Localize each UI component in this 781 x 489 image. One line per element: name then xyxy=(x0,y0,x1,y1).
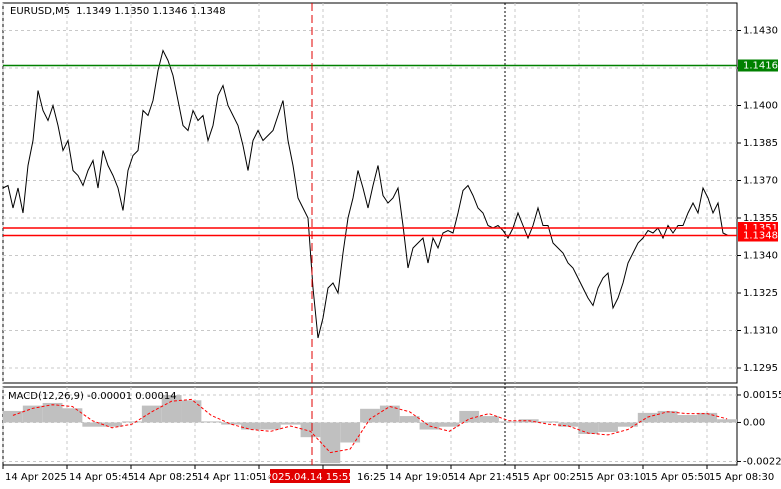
y-tick-label: 1.1340 xyxy=(743,251,778,262)
macd-bar xyxy=(419,422,440,430)
x-tick-label: 15 Apr 03:10 xyxy=(581,472,646,483)
y-tick-label: 1.1400 xyxy=(743,101,778,112)
title-symbol: EURUSD,M5 xyxy=(10,6,70,17)
macd-bar xyxy=(260,422,281,430)
macd-bar xyxy=(558,422,579,427)
x-tick-label: 15 Apr 08:30 xyxy=(709,472,774,483)
title-prices: 1.1349 1.1350 1.1346 1.1348 xyxy=(76,6,226,17)
y-tick-label: -0.0022 xyxy=(743,456,781,467)
signal-line xyxy=(12,398,728,454)
macd-bar xyxy=(677,415,698,423)
x-tick-label: 14 Apr 21:45 xyxy=(453,472,518,483)
macd-bar xyxy=(578,422,599,434)
macd-bar xyxy=(617,422,638,427)
level-label: 1.1351 xyxy=(743,223,778,234)
x-tick-label: 14 Apr 05:45 xyxy=(69,472,134,483)
macd-bar xyxy=(241,422,261,430)
macd-bar xyxy=(82,422,103,427)
y-tick-label: 0.00 xyxy=(743,417,765,428)
macd-bar xyxy=(459,410,480,423)
macd-bar xyxy=(697,412,718,423)
x-tick-label: 14 xyxy=(261,472,274,483)
macd-bar xyxy=(479,416,499,423)
macd-bar xyxy=(340,422,361,443)
x-tick-label: 14 Apr 08:25 xyxy=(133,472,198,483)
crosshair-label: 2025.04.14 15:55 xyxy=(265,472,354,483)
macd-bar xyxy=(300,422,321,438)
macd-bar xyxy=(379,405,400,423)
y-tick-label: 1.1370 xyxy=(743,176,778,187)
macd-bar xyxy=(161,394,182,423)
y-tick-label: 1.1355 xyxy=(743,213,778,224)
crosshair-label-box xyxy=(270,469,350,483)
macd-bar xyxy=(62,408,83,423)
macd-title: MACD(12,26,9) -0.00001 0.00014 xyxy=(8,391,177,402)
price-panel xyxy=(2,2,738,384)
macd-bar xyxy=(221,422,242,425)
plot-layer: 1.14301.14151.14001.13851.13701.13551.13… xyxy=(2,3,781,483)
macd-bar xyxy=(141,405,162,423)
y-tick-label: 1.1430 xyxy=(743,26,778,37)
level-label-box xyxy=(738,229,778,242)
macd-bar xyxy=(181,400,202,423)
level-label: 1.1348 xyxy=(743,231,778,242)
x-tick-label: 14 Apr 19:05 xyxy=(389,472,454,483)
macd-bar xyxy=(498,421,519,423)
y-tick-label: 0.00155 xyxy=(743,390,781,401)
macd-bar xyxy=(42,402,63,423)
macd-bar xyxy=(122,421,142,423)
level-label-box xyxy=(738,59,778,72)
price-line xyxy=(2,49,729,339)
y-tick-label: 1.1325 xyxy=(743,288,778,299)
macd-bar xyxy=(598,422,618,433)
macd-bar xyxy=(717,419,737,423)
y-tick-label: 1.1385 xyxy=(743,138,778,149)
macd-bar xyxy=(657,410,678,423)
macd-bar xyxy=(320,422,341,464)
macd-bar xyxy=(201,421,222,423)
macd-bar xyxy=(3,410,23,423)
macd-bar xyxy=(280,422,301,425)
y-tick-label: 1.1295 xyxy=(743,363,778,374)
x-tick-label: 15 Apr 05:50 xyxy=(645,472,710,483)
x-tick-label: 16:25 xyxy=(357,472,386,483)
macd-bar xyxy=(399,416,420,423)
x-tick-label: 15 Apr 00:25 xyxy=(517,472,582,483)
x-tick-label: 14 Apr 2025 xyxy=(5,472,67,483)
level-label: 1.1416 xyxy=(743,61,778,72)
chart-title: EURUSD,M5 1.1349 1.1350 1.1346 1.1348 xyxy=(10,6,226,17)
x-tick-label: 14 Apr 11:05 xyxy=(197,472,262,483)
macd-bar xyxy=(538,421,559,423)
y-tick-label: 1.1310 xyxy=(743,326,778,337)
macd-bar xyxy=(439,422,460,427)
macd-bar xyxy=(102,422,123,427)
macd-bar xyxy=(360,408,380,423)
